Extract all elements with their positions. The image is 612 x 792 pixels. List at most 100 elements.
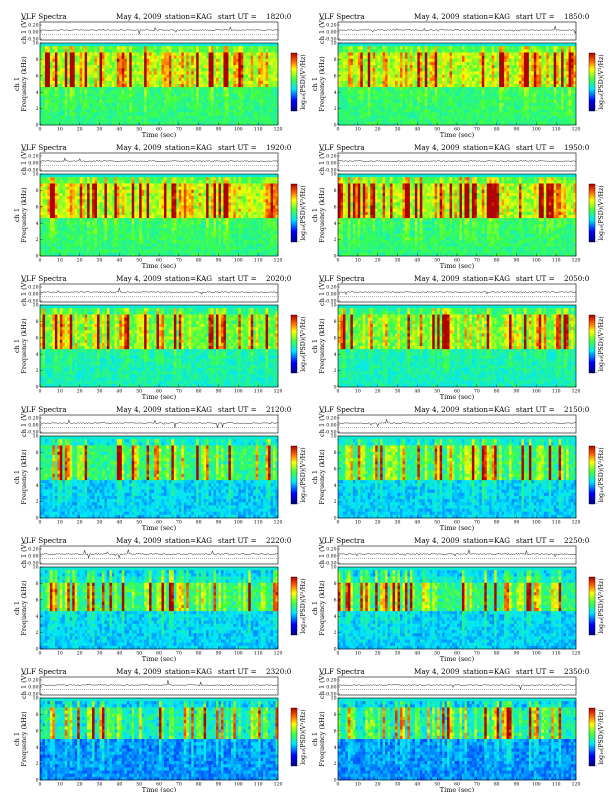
spectrogram-cell (70, 62, 73, 65)
spectrogram-cell (258, 68, 261, 71)
spectrogram-cell (42, 78, 45, 81)
spectrogram-cell (248, 68, 251, 71)
spectrogram-cell (157, 46, 160, 49)
spectrogram-cell (226, 49, 229, 52)
spectrogram-cell (256, 43, 259, 46)
spectrogram-cell (161, 68, 164, 71)
spectrogram-cell (184, 62, 187, 65)
spectrogram-cell (107, 56, 110, 59)
spectrogram-cell (157, 62, 160, 65)
spectrogram-cell (231, 56, 234, 59)
spectrogram-cell (184, 59, 187, 62)
spectrogram-cell (171, 59, 174, 62)
spectrogram-cell (161, 59, 164, 62)
spectrogram-cell (273, 68, 276, 71)
spectrogram-cell (273, 71, 276, 74)
spectrogram-cell (161, 46, 164, 49)
spectrogram-cell (80, 62, 83, 65)
spectrogram-cell (194, 43, 197, 46)
spectrogram-cell (82, 65, 85, 68)
spectrogram-cell (149, 43, 152, 46)
spectrogram-cell (114, 59, 117, 62)
spectrogram-cell (92, 62, 95, 65)
spectrogram-cell (166, 71, 169, 74)
spectrogram-cell (97, 43, 100, 46)
spectrogram-cell (109, 59, 112, 62)
spectrogram-cell (241, 68, 244, 71)
spectrogram-cell (122, 62, 125, 65)
spectrogram-cell (85, 78, 88, 81)
spectrogram-cell (124, 49, 127, 52)
spectrogram-cell (147, 71, 150, 74)
spectrogram-cell (119, 56, 122, 59)
spectrogram-cell (184, 46, 187, 49)
spectrogram-cell (122, 78, 125, 81)
spectrogram-cell (268, 46, 271, 49)
spectrogram-cell (147, 78, 150, 81)
spectrogram-cell (90, 62, 93, 65)
spectrogram-cell (87, 75, 90, 78)
spectrogram-cell (90, 68, 93, 71)
spectrogram-cell (95, 46, 98, 49)
spectrogram-cell (117, 59, 120, 62)
spectrogram-cell (40, 75, 43, 78)
spectrogram-cell (273, 62, 276, 65)
spectrogram-cell (219, 49, 222, 52)
spectrogram-cell (129, 65, 132, 68)
spectrogram-cell (47, 46, 50, 49)
spectrogram-cell (77, 62, 80, 65)
spectrogram-cell (194, 62, 197, 65)
spectrogram-cell (161, 75, 164, 78)
spectrogram-cell (42, 43, 45, 46)
spectrogram-cell (243, 52, 246, 55)
spectrogram-cell (251, 52, 254, 55)
spectrogram-cell (263, 49, 266, 52)
spectrogram-cell (52, 68, 55, 71)
spectrogram-cell (216, 71, 219, 74)
spectrogram-cell (258, 65, 261, 68)
spectrogram-cell (97, 52, 100, 55)
spectrogram-cell (102, 62, 105, 65)
spectrogram-cell (236, 75, 239, 78)
spectrogram-cell (236, 62, 239, 65)
spectrogram-cell (196, 43, 199, 46)
spectrogram-cell (57, 78, 60, 81)
spectrogram-cell (122, 46, 125, 49)
spectrogram-cell (219, 43, 222, 46)
panel-station: station=KAG (165, 12, 212, 21)
spectrogram-cell (199, 43, 202, 46)
spectrogram-cell (201, 56, 204, 59)
spectrogram-cell (226, 75, 229, 78)
spectrogram-cell (174, 52, 177, 55)
spectrogram-cell (92, 56, 95, 59)
spectrogram-cell (127, 75, 130, 78)
spectrogram-cell (75, 49, 78, 52)
spectrogram-cell (114, 71, 117, 74)
spectrogram-cell (124, 62, 127, 65)
spectrogram-cell (248, 49, 251, 52)
spectrogram-cell (179, 52, 182, 55)
spectrogram-cell (194, 75, 197, 78)
spectrogram-cell (75, 78, 78, 81)
spectrogram-cell (157, 43, 160, 46)
spectrogram-cell (266, 65, 269, 68)
amplitude-tick-label: 0.20 (28, 23, 38, 29)
spectrogram-cell (122, 52, 125, 55)
spectrogram-cell (132, 78, 135, 81)
spectrogram-cell (214, 71, 217, 74)
spectrogram-cell (226, 65, 229, 68)
spectrogram-cell (266, 59, 269, 62)
spectrogram-cell (206, 49, 209, 52)
spectrogram-cell (154, 71, 157, 74)
spectrogram-cell (219, 62, 222, 65)
spectrogram-cell (241, 71, 244, 74)
spectrogram-cell (263, 56, 266, 59)
spectrogram-cell (226, 62, 229, 65)
spectrogram-cell (104, 56, 107, 59)
spectrogram-cell (104, 43, 107, 46)
spectrogram-cell (233, 68, 236, 71)
spectrogram-cell (194, 46, 197, 49)
spectrogram-cell (82, 49, 85, 52)
spectrogram-cell (124, 65, 127, 68)
spectrogram-cell (166, 62, 169, 65)
